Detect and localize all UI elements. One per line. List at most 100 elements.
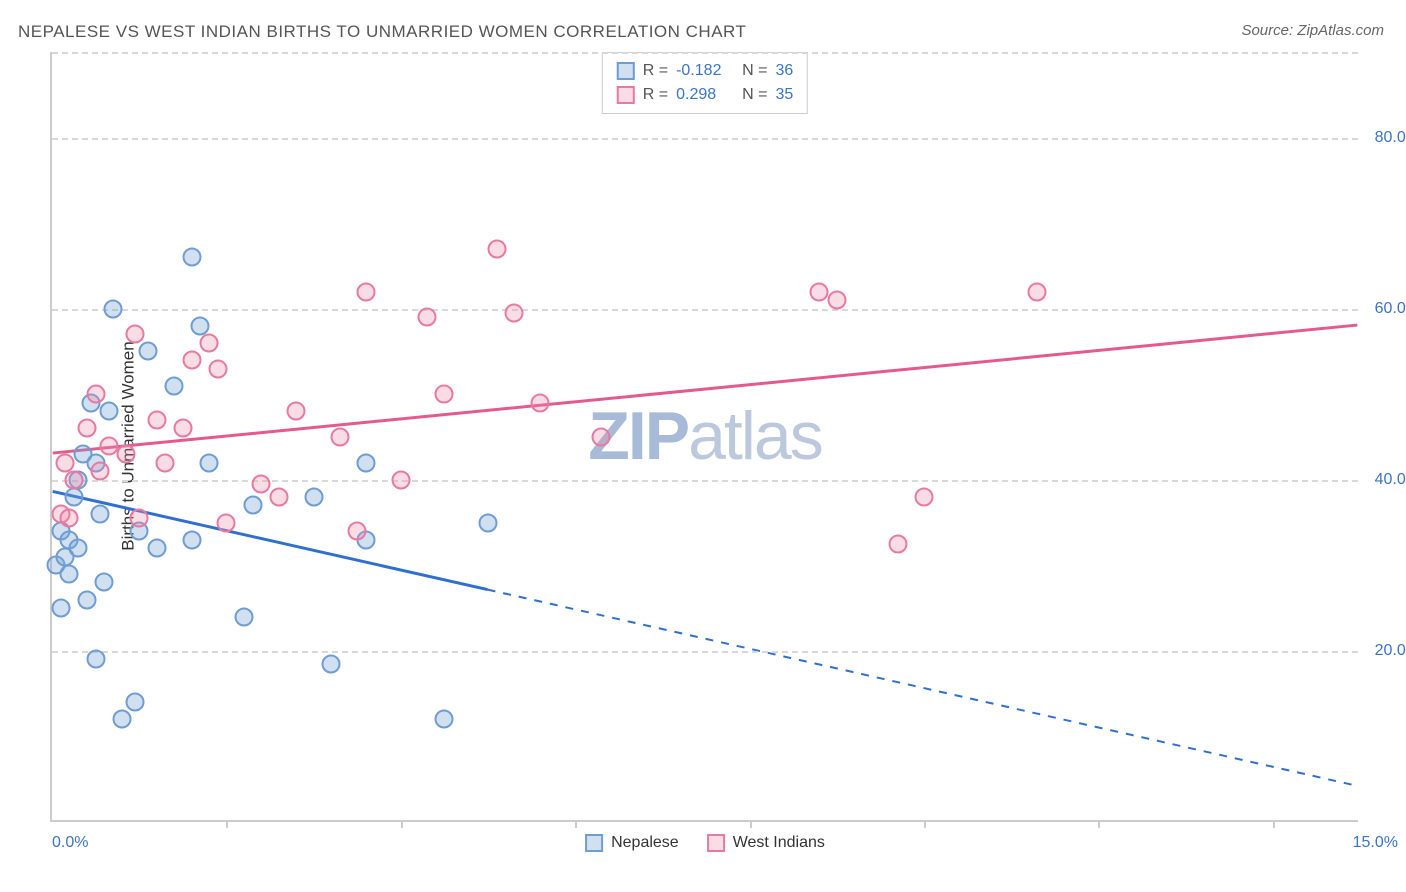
legend-r-label: R = <box>643 86 668 104</box>
gridline <box>52 52 1358 54</box>
data-point-nepalese <box>104 299 123 318</box>
data-point-nepalese <box>64 487 83 506</box>
data-point-nepalese <box>435 710 454 729</box>
chart-title: NEPALESE VS WEST INDIAN BIRTHS TO UNMARR… <box>18 22 746 42</box>
data-point-nepalese <box>147 539 166 558</box>
data-point-nepalese <box>322 654 341 673</box>
data-point-nepalese <box>234 607 253 626</box>
trend-lines-layer <box>52 52 1358 820</box>
trend-line-nepalese <box>53 491 488 589</box>
trend-line-extrapolated-nepalese <box>488 590 1358 786</box>
data-point-nepalese <box>90 505 109 524</box>
legend-correlation-row: R = 0.298 N = 35 <box>617 83 793 107</box>
data-point-west_indians <box>592 428 611 447</box>
data-point-west_indians <box>199 333 218 352</box>
data-point-west_indians <box>117 445 136 464</box>
y-tick-label: 20.0% <box>1375 642 1406 660</box>
legend-series-item: Nepalese <box>585 834 679 852</box>
data-point-nepalese <box>165 376 184 395</box>
data-point-nepalese <box>304 487 323 506</box>
data-point-west_indians <box>156 453 175 472</box>
data-point-nepalese <box>182 530 201 549</box>
legend-series: Nepalese West Indians <box>585 834 825 852</box>
data-point-nepalese <box>243 496 262 515</box>
data-point-nepalese <box>356 453 375 472</box>
data-point-west_indians <box>173 419 192 438</box>
legend-series-label: West Indians <box>733 834 825 852</box>
data-point-west_indians <box>287 402 306 421</box>
data-point-west_indians <box>810 282 829 301</box>
data-point-west_indians <box>1028 282 1047 301</box>
data-point-west_indians <box>348 522 367 541</box>
x-tick <box>226 820 228 828</box>
data-point-west_indians <box>356 282 375 301</box>
legend-n-value: 36 <box>775 62 793 80</box>
data-point-nepalese <box>479 513 498 532</box>
legend-swatch <box>585 834 603 852</box>
data-point-west_indians <box>888 534 907 553</box>
legend-r-value: 0.298 <box>676 86 734 104</box>
gridline <box>52 309 1358 311</box>
data-point-nepalese <box>69 539 88 558</box>
data-point-west_indians <box>217 513 236 532</box>
watermark: ZIPatlas <box>588 397 821 475</box>
data-point-west_indians <box>64 470 83 489</box>
data-point-west_indians <box>182 351 201 370</box>
legend-r-value: -0.182 <box>676 62 734 80</box>
legend-series-label: Nepalese <box>611 834 679 852</box>
data-point-west_indians <box>130 509 149 528</box>
data-point-west_indians <box>99 436 118 455</box>
gridline <box>52 138 1358 140</box>
data-point-west_indians <box>125 325 144 344</box>
data-point-nepalese <box>112 710 131 729</box>
legend-swatch <box>617 62 635 80</box>
data-point-nepalese <box>138 342 157 361</box>
legend-swatch <box>707 834 725 852</box>
legend-swatch <box>617 86 635 104</box>
data-point-west_indians <box>147 410 166 429</box>
y-tick-label: 80.0% <box>1375 129 1406 147</box>
legend-n-label: N = <box>742 62 767 80</box>
data-point-west_indians <box>90 462 109 481</box>
data-point-west_indians <box>269 487 288 506</box>
data-point-west_indians <box>827 291 846 310</box>
data-point-west_indians <box>56 453 75 472</box>
data-point-west_indians <box>391 470 410 489</box>
legend-correlation: R = -0.182 N = 36 R = 0.298 N = 35 <box>602 52 808 114</box>
data-point-west_indians <box>417 308 436 327</box>
x-tick <box>1273 820 1275 828</box>
data-point-west_indians <box>330 428 349 447</box>
data-point-nepalese <box>99 402 118 421</box>
data-point-west_indians <box>252 475 271 494</box>
gridline <box>52 480 1358 482</box>
data-point-west_indians <box>208 359 227 378</box>
data-point-west_indians <box>915 487 934 506</box>
y-tick-label: 40.0% <box>1375 471 1406 489</box>
data-point-nepalese <box>77 590 96 609</box>
data-point-west_indians <box>505 303 524 322</box>
data-point-nepalese <box>60 564 79 583</box>
legend-n-value: 35 <box>775 86 793 104</box>
gridline <box>52 651 1358 653</box>
x-tick <box>750 820 752 828</box>
data-point-west_indians <box>487 239 506 258</box>
plot-area: ZIPatlas R =-0.182N =36R =0.298N =35 Nep… <box>50 52 1358 822</box>
x-tick <box>575 820 577 828</box>
legend-r-label: R = <box>643 62 668 80</box>
data-point-west_indians <box>86 385 105 404</box>
legend-n-label: N = <box>742 86 767 104</box>
x-tick <box>401 820 403 828</box>
data-point-west_indians <box>531 393 550 412</box>
data-point-nepalese <box>86 650 105 669</box>
x-max-label: 15.0% <box>1353 834 1398 852</box>
x-min-label: 0.0% <box>52 834 88 852</box>
data-point-west_indians <box>77 419 96 438</box>
data-point-nepalese <box>191 316 210 335</box>
source-label: Source: ZipAtlas.com <box>1241 22 1384 39</box>
legend-correlation-row: R = -0.182 N = 36 <box>617 59 793 83</box>
data-point-nepalese <box>182 248 201 267</box>
trend-line-west_indians <box>53 325 1358 453</box>
data-point-west_indians <box>60 509 79 528</box>
y-tick-label: 60.0% <box>1375 300 1406 318</box>
data-point-west_indians <box>435 385 454 404</box>
